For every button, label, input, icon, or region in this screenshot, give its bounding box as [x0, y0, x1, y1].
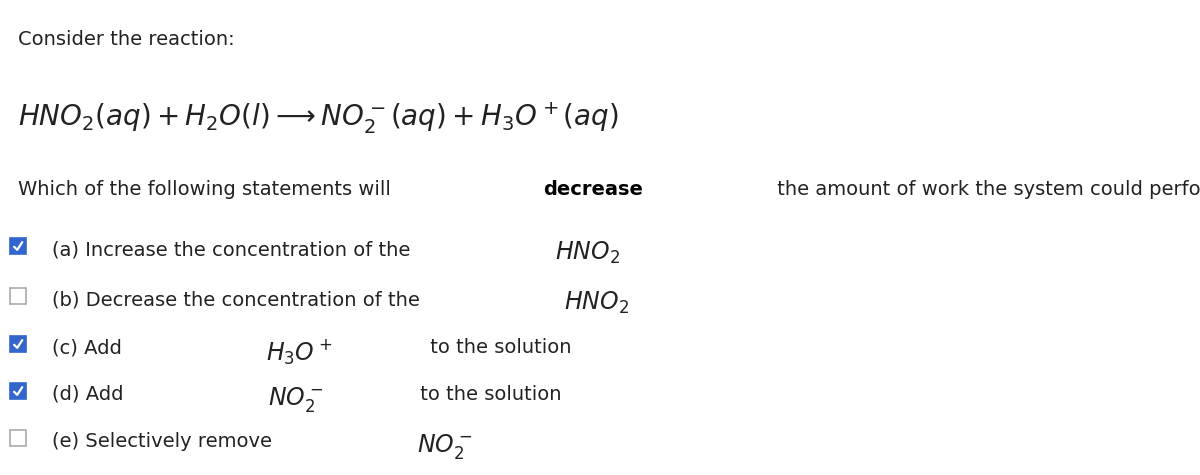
FancyBboxPatch shape: [11, 430, 25, 446]
Text: $NO_2^-$: $NO_2^-$: [416, 432, 472, 461]
Text: (e) Selectively remove: (e) Selectively remove: [52, 432, 278, 451]
Text: (d) Add: (d) Add: [52, 385, 130, 404]
Text: (a) Increase the concentration of the: (a) Increase the concentration of the: [52, 240, 416, 259]
Text: Which of the following statements will: Which of the following statements will: [18, 180, 397, 199]
Text: Consider the reaction:: Consider the reaction:: [18, 30, 235, 49]
Text: (c) Add: (c) Add: [52, 338, 128, 357]
Text: $HNO_2$: $HNO_2$: [554, 240, 620, 266]
Text: (b) Decrease the concentration of the: (b) Decrease the concentration of the: [52, 290, 426, 309]
Text: the amount of work the system could perform?: the amount of work the system could perf…: [770, 180, 1200, 199]
Text: to the solution: to the solution: [424, 338, 571, 357]
Text: decrease: decrease: [544, 180, 643, 199]
FancyBboxPatch shape: [11, 383, 25, 399]
FancyBboxPatch shape: [11, 336, 25, 352]
FancyBboxPatch shape: [11, 288, 25, 304]
FancyBboxPatch shape: [11, 238, 25, 254]
Text: to the solution: to the solution: [414, 385, 562, 404]
Text: $HNO_2(aq) + H_2O(l) \longrightarrow NO_2^-(aq) + H_3O^+(aq)$: $HNO_2(aq) + H_2O(l) \longrightarrow NO_…: [18, 100, 619, 136]
Text: $NO_2^-$: $NO_2^-$: [268, 385, 323, 414]
Text: $HNO_2$: $HNO_2$: [564, 290, 629, 316]
Text: $H_3O^+$: $H_3O^+$: [266, 338, 334, 367]
